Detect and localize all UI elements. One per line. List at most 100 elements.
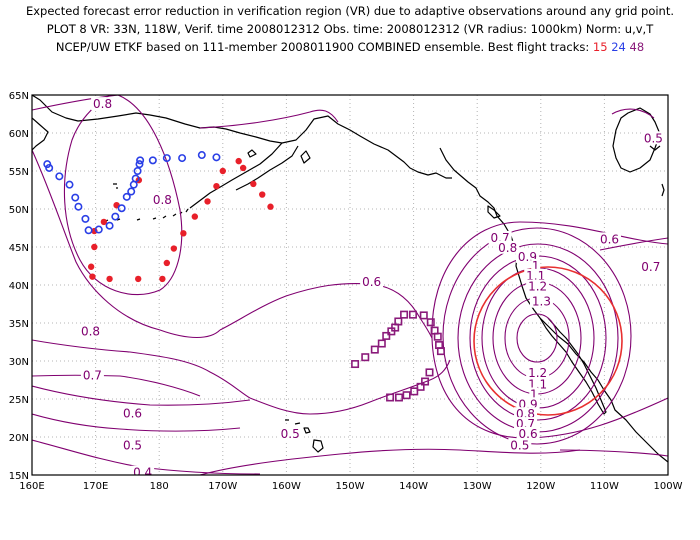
contour-label-bg (79, 324, 103, 338)
track-48-point (386, 393, 395, 402)
contour-label: 1.3 (532, 295, 551, 309)
contour-label-group: 0.80.80.80.70.60.50.40.50.60.50.60.70.70… (79, 97, 665, 480)
track-15-point (106, 275, 113, 283)
contour-label: 0.6 (362, 275, 381, 289)
track-24-point (133, 167, 142, 176)
y-tick-label: 30N (9, 357, 29, 368)
track-24-point (94, 225, 103, 234)
track-48-point (402, 391, 411, 400)
x-tick-label: 170E (83, 481, 108, 492)
contour-label: 0.8 (81, 324, 100, 338)
track-24-point (74, 202, 83, 211)
x-tick-label: 140W (399, 481, 428, 492)
track-label-48: 48 (629, 40, 645, 54)
y-tick-label: 50N (9, 205, 29, 216)
track-24-point (65, 180, 74, 189)
x-tick-label: 100W (654, 481, 683, 492)
contour-label-bg (529, 387, 539, 401)
contour-label: 1.2 (528, 366, 547, 380)
flight-track-24 (43, 151, 221, 235)
contour-label-bg (91, 97, 115, 111)
latitude-tick-labels: 15N 20N 25N 30N 35N 40N 45N 50N 55N 60N 65N (9, 91, 29, 482)
track-15-point (239, 164, 247, 172)
contour-label-bg (278, 426, 302, 440)
track-15-point (250, 180, 257, 188)
contour-label: 0.6 (123, 406, 142, 420)
x-tick-label: 160E (19, 481, 44, 492)
contour-0-8-north-gyre (63, 95, 183, 296)
track-24-point (71, 193, 80, 202)
y-tick-label: 55N (9, 167, 29, 178)
track-15-point (87, 263, 95, 270)
track-24-point (81, 214, 90, 223)
track-48-point (416, 382, 425, 391)
track-24-point (162, 154, 171, 163)
track-48-point (377, 339, 386, 348)
coastline-vancouver-island (487, 205, 501, 219)
x-tick-label: 150W (336, 481, 365, 492)
contour-label-bg (526, 377, 550, 391)
y-tick-label: 15N (9, 471, 29, 482)
y-tick-label: 65N (9, 91, 29, 102)
track-24-point (212, 153, 221, 162)
contour-label-bg (639, 259, 663, 273)
x-tick-label: 120W (526, 481, 555, 492)
contour-label-bg (488, 230, 512, 244)
coastline-kodiak (300, 150, 311, 164)
track-48-point (361, 353, 370, 362)
flight-track-48 (351, 310, 445, 402)
track-48-point (370, 345, 379, 354)
track-15-point (159, 275, 166, 283)
track-48-point (426, 318, 435, 327)
contour-label: 1 (530, 387, 538, 401)
contour-label: 0.4 (133, 466, 152, 480)
contour-0-6-west (32, 385, 251, 406)
track-48-point (394, 393, 403, 402)
contour-label: 1.2 (528, 280, 547, 294)
map-title-line-3: NCEP/UW ETKF based on 111-member 2008011… (0, 40, 700, 54)
contour-label-bg (514, 407, 538, 421)
track-15-point (170, 245, 178, 252)
track-label-24: 24 (611, 40, 626, 54)
contour-label-bg (496, 240, 520, 254)
contour-label: 0.8 (153, 193, 172, 207)
verification-region-circle (473, 266, 623, 416)
longitude-tick-labels: 160E 170E 180 170W 160W 150W 140W 130W 120W 110W 1… (19, 481, 682, 492)
contour-0-8-bottom-arc (32, 339, 251, 399)
map-title-line-2: PLOT 8 VR: 33N, 118W, Verif. time 200801… (46, 22, 654, 36)
track-15-point (91, 243, 98, 251)
track-15-point (235, 157, 242, 165)
contour-label-bg (516, 397, 540, 411)
contour-0-8-west (32, 149, 221, 338)
track-24-point (148, 156, 157, 165)
track-48-point (408, 310, 417, 319)
track-48-point (400, 310, 409, 319)
contour-label: 0.5 (123, 438, 142, 452)
coastline-islands-west (113, 149, 257, 189)
contour-label-bg (526, 366, 550, 380)
coastline-aleutian-islands (105, 208, 189, 222)
track-15-point (204, 198, 211, 205)
contour-label-bg (508, 438, 532, 452)
track-24-point (127, 187, 136, 196)
contour-label: 1.1 (526, 269, 545, 283)
x-tick-label: 180 (150, 481, 169, 492)
contour-label: 0.6 (519, 427, 538, 441)
contour-0-6-south (431, 337, 668, 439)
y-tick-label: 40N (9, 281, 29, 292)
track-15-point (191, 213, 199, 220)
contour-label-bg (516, 426, 540, 440)
track-48-point (436, 347, 445, 356)
x-tick-label: 110W (590, 481, 619, 492)
contour-0-5-south-bottom (199, 448, 581, 475)
contour-label: 0.6 (600, 232, 619, 246)
track-48-point (419, 311, 428, 320)
track-48-point (410, 387, 419, 396)
contour-1-3 (516, 313, 558, 363)
map-plot-area: 0.80.80.80.70.60.50.40.50.60.50.60.70.70… (32, 95, 668, 480)
track-24-point (136, 156, 145, 165)
contour-label: 0.7 (641, 260, 660, 274)
track-15-point (267, 203, 274, 210)
track-24-point (122, 192, 131, 201)
